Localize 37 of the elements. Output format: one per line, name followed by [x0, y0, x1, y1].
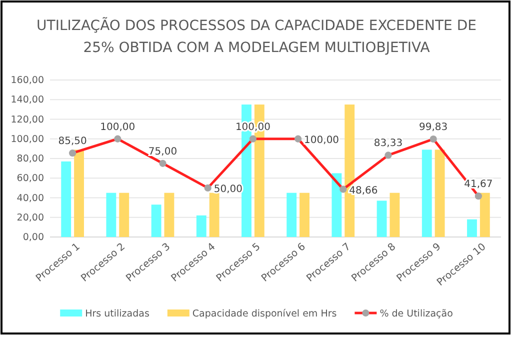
data-label: 85,50 [58, 136, 87, 148]
bar [106, 192, 116, 237]
bar [434, 150, 445, 237]
y-tick-label: 120,00 [10, 114, 44, 126]
bar [164, 192, 174, 237]
data-label: 100,00 [100, 122, 136, 133]
bar [119, 192, 130, 237]
bar [422, 150, 432, 237]
bar [196, 215, 206, 237]
legend-label: % de Utilização [380, 308, 454, 320]
y-tick-label: 100,00 [10, 134, 44, 145]
data-label: 99,83 [419, 122, 448, 134]
bar [390, 192, 400, 237]
bar [209, 192, 220, 237]
legend-label: Capacidade disponível em Hrs [192, 308, 337, 320]
bar [300, 192, 310, 237]
y-tick-label: 160,00 [10, 75, 44, 86]
bar [480, 192, 490, 237]
bar [61, 161, 72, 237]
y-tick-label: 0,00 [22, 232, 44, 244]
data-label: 100,00 [235, 122, 270, 133]
data-label: 100,00 [304, 134, 340, 146]
data-label: 75,00 [148, 146, 178, 158]
data-label: 83,33 [374, 138, 403, 150]
bar [467, 219, 477, 237]
y-tick-label: 80,00 [16, 154, 44, 165]
legend-label: Hrs utilizadas [85, 308, 150, 320]
bar [332, 173, 342, 237]
chart-title: UTILIZAÇÃO DOS PROCESSOS DA CAPACIDADE EXCEDENTE DE 25% OBTIDA COM A MODELAGEM MULTIOBJETIVA [36, 17, 476, 56]
y-tick-label: 20,00 [16, 212, 44, 224]
bar [286, 192, 297, 237]
y-tick-label: 40,00 [16, 192, 44, 204]
bar [74, 150, 84, 237]
y-tick-label: 140,00 [10, 94, 44, 106]
bar [151, 204, 162, 237]
y-tick-label: 60,00 [16, 173, 44, 184]
bar [376, 200, 387, 237]
